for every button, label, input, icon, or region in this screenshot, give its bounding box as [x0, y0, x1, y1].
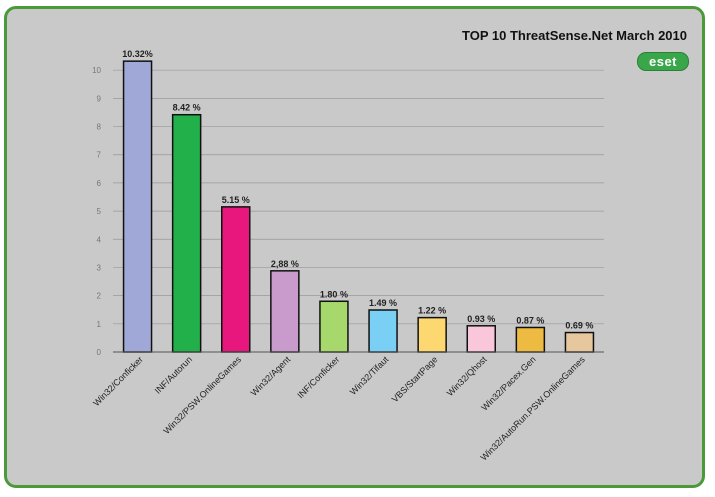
data-labels: 10.32% 8.42 % 5.15 % 2,88 % 1.80 % 1.49 % 1.22…	[122, 49, 593, 330]
bar	[122, 60, 153, 353]
bar-value-label: 0.93 %	[467, 314, 495, 324]
bar-value-label: 1.22 %	[418, 306, 446, 316]
bar	[270, 270, 300, 353]
bar-value-label: 5.15 %	[222, 195, 250, 205]
bar	[221, 206, 251, 353]
bar	[319, 300, 349, 353]
bar-value-label: 0.69 %	[565, 321, 593, 331]
bar-value-label: 8.42 %	[173, 103, 201, 113]
category-label: Win32/Conficker	[91, 354, 145, 408]
category-label: VBS/StartPage	[390, 354, 440, 404]
category-label: INF/Autorun	[153, 354, 194, 395]
y-tick-label: 0	[97, 348, 102, 357]
bar	[368, 309, 398, 353]
bar	[417, 316, 447, 353]
bar	[466, 325, 496, 353]
chart-title: TOP 10 ThreatSense.Net March 2010	[462, 28, 687, 43]
category-labels: Win32/Conficker INF/AutorunWin32/PSW.Onli…	[91, 354, 587, 463]
y-tick-label: 10	[92, 66, 101, 75]
bar	[515, 326, 546, 353]
chart-frame	[4, 6, 705, 488]
y-tick-label: 4	[97, 235, 102, 244]
y-tick-label: 8	[97, 123, 102, 132]
category-label: Win32/Qhost	[445, 354, 489, 398]
y-tick-label: 6	[97, 179, 102, 188]
bar-value-label: 1.49 %	[369, 298, 397, 308]
bar	[564, 331, 595, 353]
category-label: Win32/AutoRun.PSW.OnlineGames	[479, 354, 588, 463]
y-tick-label: 1	[97, 320, 102, 329]
bar-value-label: 10.32%	[122, 49, 153, 59]
y-tick-label: 5	[97, 207, 102, 216]
y-tick-label: 7	[97, 151, 102, 160]
bar-value-label: 1.80 %	[320, 289, 348, 299]
eset-logo: eset	[637, 52, 689, 71]
y-axis-ticks: 0 1 2 3 4 5 6 7 8 9 10	[92, 66, 101, 357]
category-label: INF/Conficker	[295, 354, 341, 400]
y-tick-label: 9	[97, 94, 102, 103]
y-tick-label: 3	[97, 263, 102, 272]
category-label: Win32/Tifaut	[348, 354, 391, 397]
y-tick-label: 2	[97, 292, 102, 301]
bar-value-label: 0.87 %	[516, 315, 544, 325]
bar	[171, 113, 202, 353]
bar-value-label: 2,88 %	[271, 259, 299, 269]
category-label: Win32/Agent	[249, 354, 293, 398]
